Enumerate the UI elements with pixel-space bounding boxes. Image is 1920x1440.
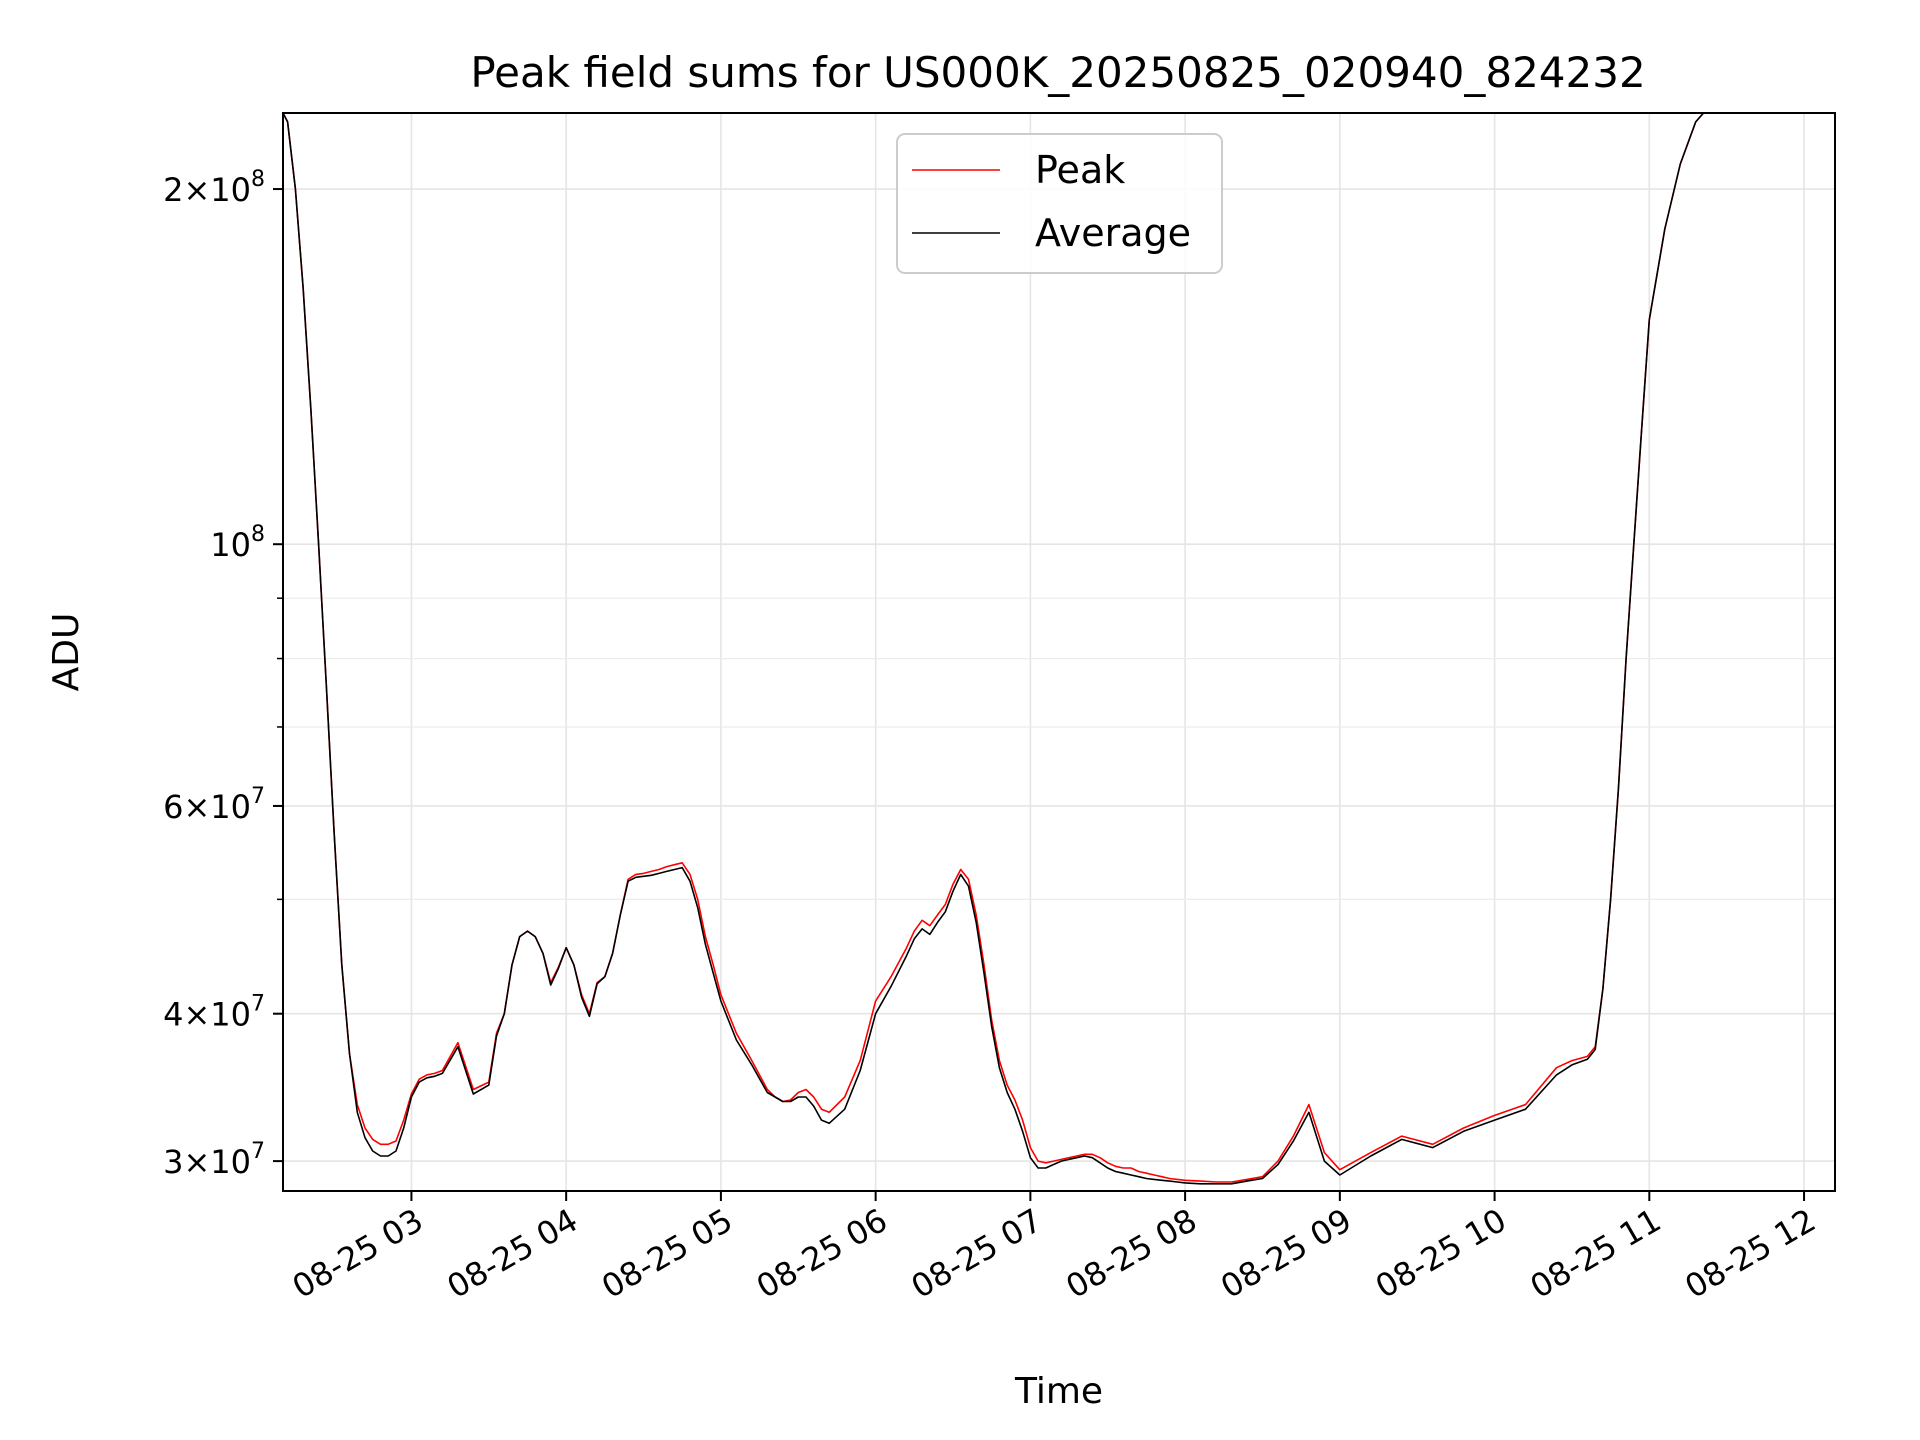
series-line-peak — [283, 113, 1705, 1183]
y-tick-label: 6×107 — [163, 784, 265, 826]
y-tick-label: 3×107 — [163, 1139, 265, 1181]
y-tick-label-exponent: 8 — [251, 167, 265, 192]
plot-lines — [283, 113, 1705, 1185]
y-tick-label: 4×107 — [163, 992, 265, 1034]
y-tick-label-exponent: 7 — [251, 1139, 265, 1164]
y-tick-label: 108 — [210, 522, 265, 564]
y-tick-label-exponent: 7 — [251, 992, 265, 1017]
x-axis-label: Time — [1014, 1371, 1103, 1412]
chart-title: Peak field sums for US000K_20250825_0209… — [470, 48, 1645, 97]
y-tick-label-base: 3×10 — [163, 1143, 251, 1181]
series-line-average — [283, 113, 1705, 1185]
y-tick-label-exponent: 7 — [251, 784, 265, 809]
legend: Peak Average — [896, 133, 1223, 274]
legend-label-average: Average — [1035, 211, 1191, 255]
legend-label-peak: Peak — [1035, 148, 1125, 192]
y-tick-label-base: 4×10 — [163, 996, 251, 1034]
y-tick-label-base: 6×10 — [163, 788, 251, 826]
legend-box — [896, 133, 1223, 274]
y-tick-label: 2×108 — [163, 167, 265, 209]
y-tick-label-exponent: 8 — [251, 522, 265, 547]
y-axis-label: ADU — [46, 613, 87, 692]
grid — [283, 113, 1835, 1191]
plot-frame — [282, 112, 1836, 1192]
y-tick-label-base: 2×10 — [163, 171, 251, 209]
y-tick-label-base: 10 — [210, 526, 251, 564]
